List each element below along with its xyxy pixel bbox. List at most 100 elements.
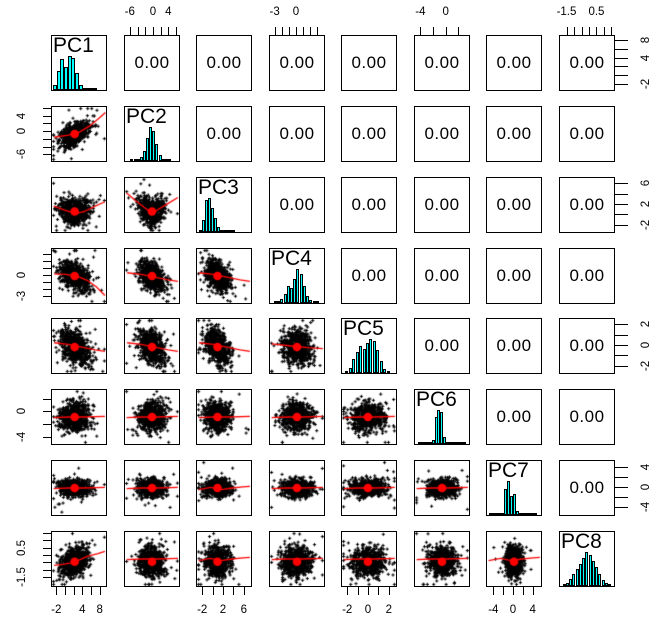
histogram-bar: [214, 218, 217, 232]
axis-tick: [99, 587, 101, 595]
panel-r8c2: [124, 531, 180, 587]
axis-tick: [223, 587, 224, 595]
axis-tick: [43, 547, 51, 549]
histogram-bar: [205, 200, 208, 232]
axis-tick: [357, 587, 359, 595]
axis-tick: [43, 107, 51, 109]
histogram-bar: [418, 442, 421, 444]
panel-r8c1: [51, 531, 107, 587]
histogram-bar: [152, 131, 155, 161]
axis-tick-label-PC4: -3: [16, 291, 28, 302]
histogram-bar: [345, 371, 348, 373]
histogram-bar: [146, 138, 149, 161]
histogram-bar: [155, 144, 158, 161]
diagonal-variable-label: PC8: [561, 530, 602, 553]
histogram-bar: [566, 583, 569, 586]
histogram-bar: [387, 371, 390, 373]
axis-tick: [43, 423, 51, 425]
histogram-bar: [369, 339, 372, 373]
histogram-bar: [519, 513, 522, 515]
histogram-bar: [592, 561, 595, 586]
histogram-bar: [489, 513, 492, 515]
histogram-bar: [359, 346, 362, 373]
panel-r4c3: [196, 248, 252, 304]
panel-r8c5: [341, 531, 397, 587]
panel-r8c3: [196, 531, 252, 587]
correlation-value: 0.00: [351, 124, 387, 143]
panel-r1c7: 0.00: [486, 35, 542, 91]
histogram-bar: [380, 361, 383, 373]
scatter-canvas-r4c2: [125, 249, 179, 303]
panel-r7c6: [414, 460, 470, 516]
axis-tick: [310, 27, 312, 35]
axis-tick: [64, 587, 66, 595]
axis-tick-label-PC2: 0: [16, 127, 28, 135]
scatter-canvas-r5c2: [125, 319, 179, 373]
axis-tick-label-PC4: 0: [292, 6, 300, 18]
axis-tick: [160, 27, 162, 35]
histogram-bar: [492, 513, 495, 515]
axis-tick: [43, 289, 51, 291]
axis-tick: [43, 154, 51, 156]
histogram-bar: [316, 301, 319, 303]
panel-r5c3: [196, 318, 252, 374]
axis-tick: [43, 131, 51, 133]
diagonal-variable-label: PC1: [53, 34, 94, 57]
axis-tick: [152, 27, 154, 35]
axis-tick-label-PC4: -3: [269, 6, 280, 18]
axis-tick: [43, 554, 51, 556]
correlation-value: 0.00: [496, 266, 532, 285]
panel-r1c6: 0.00: [414, 35, 470, 91]
scatter-canvas-r8c3: [197, 532, 251, 586]
panel-r1c5: 0.00: [341, 35, 397, 91]
panel-r1c2: 0.00: [124, 35, 180, 91]
panel-r3c4: 0.00: [269, 177, 325, 233]
scatter-canvas-r5c4: [270, 319, 324, 373]
diagonal-variable-label: PC6: [416, 388, 457, 411]
axis-tick-label-PC7: -4: [640, 501, 652, 512]
histogram-bar: [296, 269, 299, 303]
histogram-bar: [226, 230, 229, 232]
histogram-bar: [149, 127, 152, 161]
histogram-bar: [595, 567, 598, 586]
axis-tick-label-PC7: 4: [640, 464, 652, 471]
axis-tick-label-PC1: 4: [640, 54, 652, 61]
axis-tick-label-PC1: 8: [96, 604, 103, 616]
histogram-bar: [451, 442, 454, 444]
correlation-value: 0.00: [496, 53, 532, 72]
histogram-bar: [82, 88, 86, 90]
axis-tick-label-PC2: 4: [165, 6, 172, 18]
histogram-bar: [75, 73, 79, 90]
axis-tick: [596, 27, 598, 35]
axis-tick: [233, 587, 235, 595]
scatter-canvas-r8c1: [52, 532, 106, 586]
axis-tick: [615, 204, 628, 205]
scatter-canvas-r6c4: [270, 390, 324, 444]
diagonal-variable-label: PC4: [271, 247, 312, 270]
histogram-bar: [443, 437, 446, 444]
histogram-bar: [313, 301, 316, 303]
panel-r7c2: [124, 460, 180, 516]
histogram-bar: [579, 564, 582, 586]
axis-tick: [129, 27, 131, 35]
axis-tick-label-PC5: -2: [640, 360, 652, 371]
histogram-bar: [280, 299, 283, 303]
histogram-bar: [134, 159, 137, 161]
axis-tick: [91, 587, 93, 595]
histogram-bar: [211, 208, 214, 232]
scatter-canvas-r7c5: [342, 461, 396, 515]
axis-tick-label-PC3: 6: [240, 604, 247, 616]
panel-r3c7: 0.00: [486, 177, 542, 233]
histogram-bar: [429, 442, 432, 444]
axis-tick: [615, 496, 628, 498]
histogram-bar: [498, 513, 501, 515]
panel-r4c7: 0.00: [486, 248, 542, 304]
histogram-bar: [463, 442, 466, 444]
scatter-canvas-r8c2: [125, 532, 179, 586]
histogram-bar: [528, 513, 531, 515]
histogram-bar: [373, 341, 376, 373]
correlation-value: 0.00: [496, 407, 532, 426]
axis-tick: [43, 436, 51, 438]
histogram-bar: [569, 579, 572, 586]
